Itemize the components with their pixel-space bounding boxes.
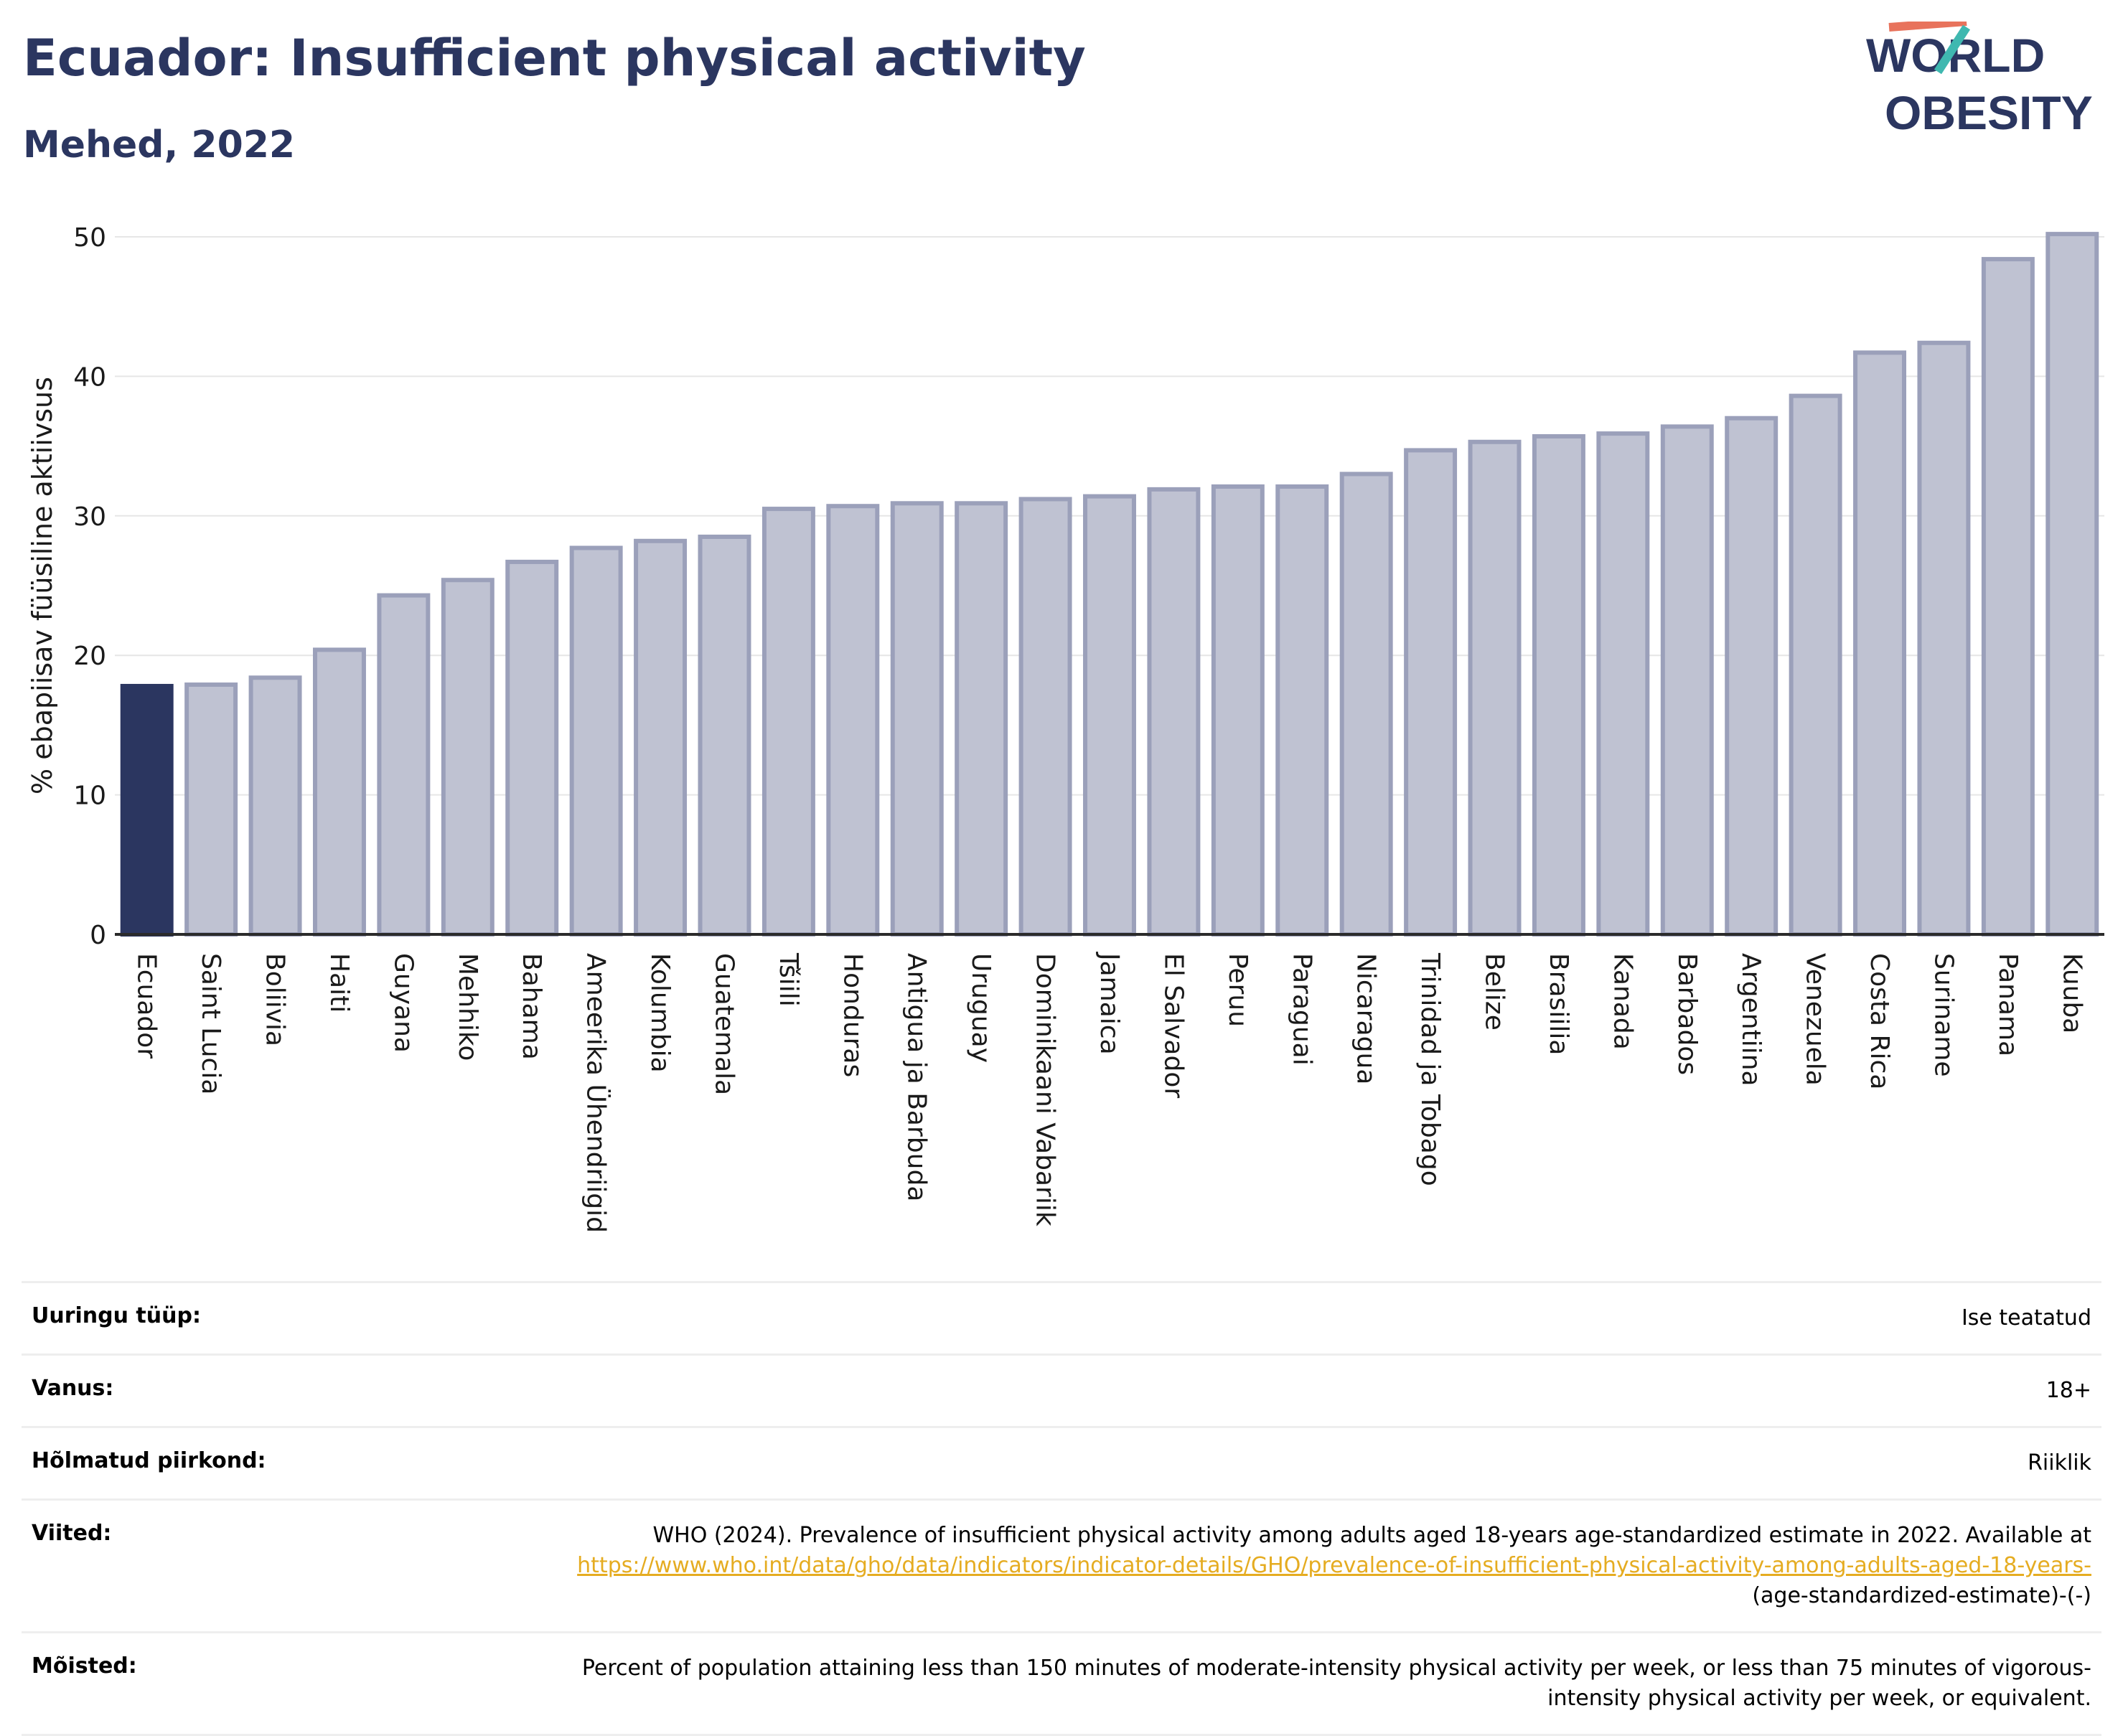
bar-suriname — [1917, 340, 1971, 937]
region-value: Riiklik — [2028, 1450, 2091, 1475]
bar-barbados — [1660, 424, 1714, 937]
y-tick-label: 10 — [73, 782, 106, 811]
bar-nicaragua — [1339, 471, 1393, 937]
bar-ecuador — [120, 683, 174, 937]
x-tick-label: Tšiili — [774, 952, 803, 1007]
bar-uruguay — [955, 501, 1008, 937]
bar-brasiilia — [1532, 433, 1585, 937]
bar-tšiili — [761, 507, 815, 937]
bar-ameerika-ühendriigid — [569, 545, 623, 937]
x-tick-label: Suriname — [1928, 953, 1958, 1077]
x-tick-label: Antigua ja Barbuda — [902, 953, 932, 1201]
page-subtitle: Mehed, 2022 — [23, 123, 296, 166]
x-tick-label: Guatemala — [709, 953, 739, 1095]
references-link[interactable]: https://www.who.int/data/gho/data/indica… — [577, 1553, 2091, 1578]
bar-boliivia — [248, 675, 302, 937]
bar-honduras — [826, 504, 880, 937]
bar-paraguai — [1275, 484, 1329, 937]
logo-text-obesity: OBESITY — [1885, 86, 2093, 139]
y-axis-label: % ebapiisav füüsiline aktiivsus — [27, 377, 58, 794]
info-row-region: Hõlmatud piirkond: Riiklik — [22, 1426, 2101, 1498]
x-tick-label: Guyana — [388, 953, 418, 1053]
y-tick-label: 30 — [73, 502, 106, 532]
x-tick-label: Kanada — [1608, 953, 1637, 1050]
x-tick-label: Venezuela — [1801, 953, 1830, 1086]
age-label: Vanus: — [32, 1376, 114, 1401]
logo-slash-teal — [1934, 24, 1971, 75]
bar-guatemala — [698, 534, 751, 937]
x-tick-label: Belize — [1480, 953, 1509, 1031]
bar-antigua-ja-barbuda — [890, 501, 944, 937]
bar-trinidad-ja-tobago — [1404, 448, 1458, 937]
bar-chart: 0 10 20 30 40 50 Ecuador Saint Lucia Boliivia Ha… — [27, 223, 2104, 1233]
bar-peruu — [1211, 484, 1265, 937]
references-label: Viited: — [32, 1521, 112, 1546]
info-row-definitions: Mõisted: Percent of population attaining… — [22, 1631, 2101, 1736]
x-tick-label: Haiti — [324, 953, 354, 1013]
x-tick-label: Panama — [1993, 953, 2023, 1056]
bar-haiti — [312, 647, 366, 937]
survey-type-label: Uuringu tüüp: — [32, 1303, 201, 1328]
x-tick-label: Peruu — [1223, 953, 1252, 1027]
bar-guyana — [377, 593, 431, 937]
world-obesity-logo: WORLD OBESITY — [1866, 22, 2093, 139]
info-table: Uuringu tüüp: Ise teatatud Vanus: 18+ Hõ… — [22, 1281, 2101, 1736]
bar-dominikaani-vabariik — [1018, 497, 1072, 937]
x-tick-label: Uruguay — [966, 953, 995, 1063]
bar-argentiina — [1725, 416, 1778, 937]
x-tick-label: Kolumbia — [645, 953, 675, 1073]
x-tick-label: Boliivia — [261, 953, 290, 1046]
x-tick-label: Jamaica — [1095, 952, 1124, 1055]
x-tick-label: Ameerika Ühendriigid — [581, 953, 611, 1233]
x-tick-label: Bahama — [517, 953, 546, 1060]
definitions-value: Percent of population attaining less tha… — [581, 1656, 2091, 1711]
x-tick-label: Argentiina — [1736, 953, 1766, 1087]
info-row-references: Viited: WHO (2024). Prevalence of insuff… — [22, 1498, 2101, 1631]
bar-bahama — [505, 559, 559, 937]
age-value: 18+ — [2045, 1378, 2091, 1403]
logo-slash-red — [1888, 22, 1967, 32]
x-axis-labels: Ecuador Saint Lucia Boliivia Haiti Guyana Meh… — [132, 952, 2087, 1233]
references-value: WHO (2024). Prevalence of insufficient p… — [548, 1521, 2091, 1611]
survey-type-value: Ise teatatud — [1961, 1305, 2091, 1331]
y-tick-label: 20 — [73, 642, 106, 671]
y-axis-ticks: 0 10 20 30 40 50 — [73, 223, 106, 950]
definitions-label: Mõisted: — [32, 1653, 137, 1679]
x-tick-label: Brasiilia — [1544, 953, 1573, 1055]
x-tick-label: Mehhiko — [453, 953, 482, 1061]
bar-el-salvador — [1147, 487, 1201, 937]
x-tick-label: Honduras — [838, 953, 867, 1077]
x-tick-label: El Salvador — [1158, 953, 1188, 1098]
x-tick-label: Dominikaani Vabariik — [1031, 953, 1060, 1226]
references-text: WHO (2024). Prevalence of insufficient p… — [652, 1523, 2091, 1548]
x-tick-label: Saint Lucia — [196, 953, 225, 1094]
x-tick-label: Nicaragua — [1351, 953, 1381, 1084]
y-tick-label: 0 — [90, 921, 106, 950]
bar-kolumbia — [634, 538, 688, 937]
bars — [120, 232, 2099, 937]
references-tail: (age-standardized-estimate)-(-) — [1752, 1583, 2091, 1608]
x-tick-label: Ecuador — [132, 953, 161, 1059]
y-tick-label: 50 — [73, 223, 106, 253]
page-title: Ecuador: Insufficient physical activity — [23, 29, 1086, 88]
bar-kuuba — [2045, 232, 2099, 937]
bar-venezuela — [1789, 393, 1842, 937]
info-row-age: Vanus: 18+ — [22, 1353, 2101, 1426]
bar-belize — [1468, 439, 1522, 937]
region-label: Hõlmatud piirkond: — [32, 1448, 266, 1473]
info-row-survey-type: Uuringu tüüp: Ise teatatud — [22, 1281, 2101, 1353]
bar-jamaica — [1083, 494, 1136, 937]
bar-saint-lucia — [184, 682, 238, 937]
bar-mehhiko — [441, 578, 495, 937]
x-tick-label: Barbados — [1672, 953, 1702, 1075]
x-tick-label: Kuuba — [2057, 953, 2086, 1033]
x-tick-label: Paraguai — [1287, 953, 1316, 1066]
x-tick-label: Costa Rica — [1865, 953, 1894, 1089]
bar-costa-rica — [1853, 350, 1907, 937]
bar-panama — [1981, 257, 2035, 937]
y-tick-label: 40 — [73, 362, 106, 392]
bar-kanada — [1596, 431, 1650, 937]
x-tick-label: Trinidad ja Tobago — [1415, 952, 1445, 1186]
